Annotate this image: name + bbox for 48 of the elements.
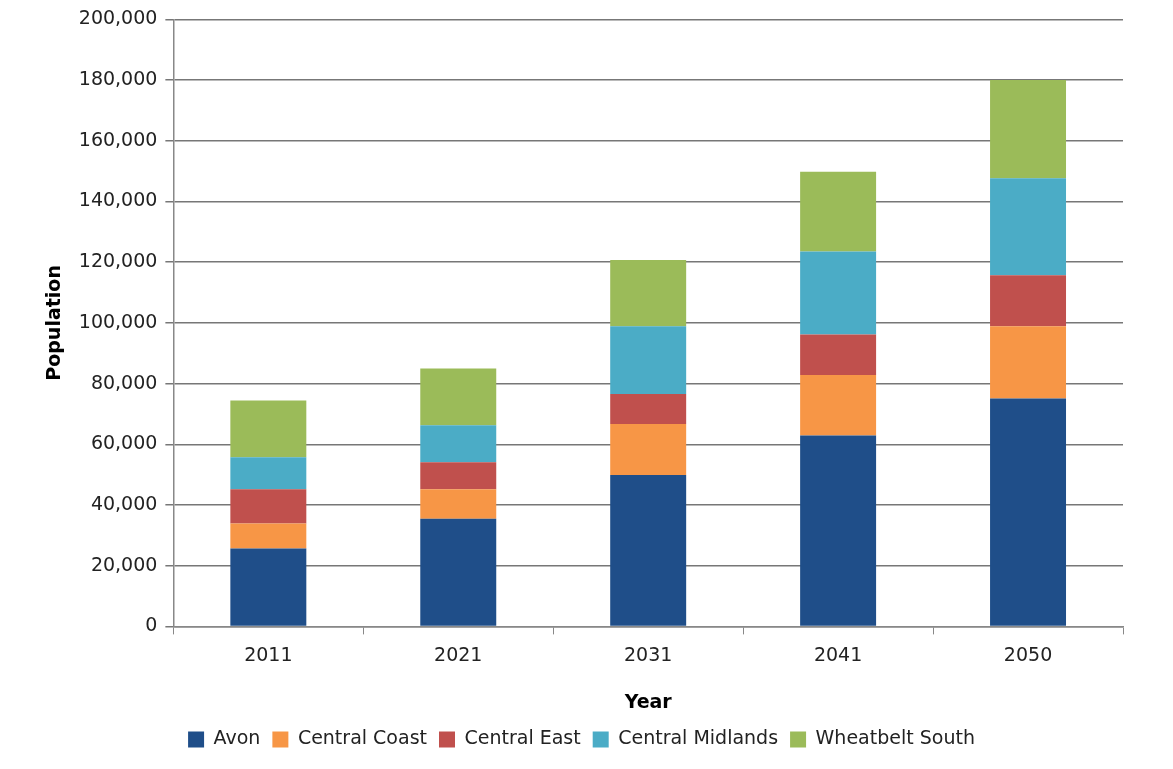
bar xyxy=(990,275,1067,327)
x-axis-title: Year xyxy=(623,689,673,712)
bar xyxy=(420,462,497,490)
bar xyxy=(420,518,497,626)
bar xyxy=(800,171,877,252)
bar xyxy=(800,334,877,376)
bar xyxy=(990,80,1067,179)
y-tick-label: 0 xyxy=(145,613,158,636)
bar xyxy=(990,326,1067,399)
bar xyxy=(800,435,877,626)
bar xyxy=(230,523,307,549)
legend-label: Central Coast xyxy=(297,726,427,749)
y-tick-label: 140,000 xyxy=(78,188,158,211)
bar xyxy=(420,425,497,463)
legend-label: Avon xyxy=(213,726,261,749)
y-tick-label: 180,000 xyxy=(78,67,158,90)
bar xyxy=(230,457,307,490)
bar xyxy=(990,178,1067,276)
legend-label: Central East xyxy=(464,726,581,749)
x-tick-label: 2031 xyxy=(624,642,673,665)
bar xyxy=(230,400,307,458)
legend-label: Central Midlands xyxy=(618,726,779,749)
legend-label: Wheatbelt South xyxy=(815,726,975,749)
x-tick-label: 2050 xyxy=(1003,642,1053,665)
y-tick-label: 20,000 xyxy=(90,552,158,575)
x-tick-label: 2011 xyxy=(244,642,293,665)
bar xyxy=(610,260,687,327)
bar xyxy=(990,398,1067,626)
x-tick-label: 2021 xyxy=(434,642,483,665)
bar xyxy=(230,489,307,524)
y-tick-label: 100,000 xyxy=(78,309,158,332)
y-tick-label: 80,000 xyxy=(90,370,158,393)
bar xyxy=(800,251,877,335)
y-tick-label: 60,000 xyxy=(90,431,158,454)
x-tick-label: 2041 xyxy=(813,642,863,665)
y-tick-label: 200,000 xyxy=(78,6,158,29)
bar xyxy=(230,548,307,626)
bar xyxy=(610,326,687,394)
y-axis-title: Population xyxy=(42,265,65,381)
y-tick-label: 120,000 xyxy=(78,249,158,272)
y-tick-label: 160,000 xyxy=(78,127,158,150)
y-tick-label: 40,000 xyxy=(90,491,158,514)
bar xyxy=(610,474,687,626)
bar xyxy=(420,489,497,519)
bar xyxy=(420,368,497,426)
bar xyxy=(610,423,687,475)
bar xyxy=(800,375,877,436)
bar xyxy=(610,393,687,424)
